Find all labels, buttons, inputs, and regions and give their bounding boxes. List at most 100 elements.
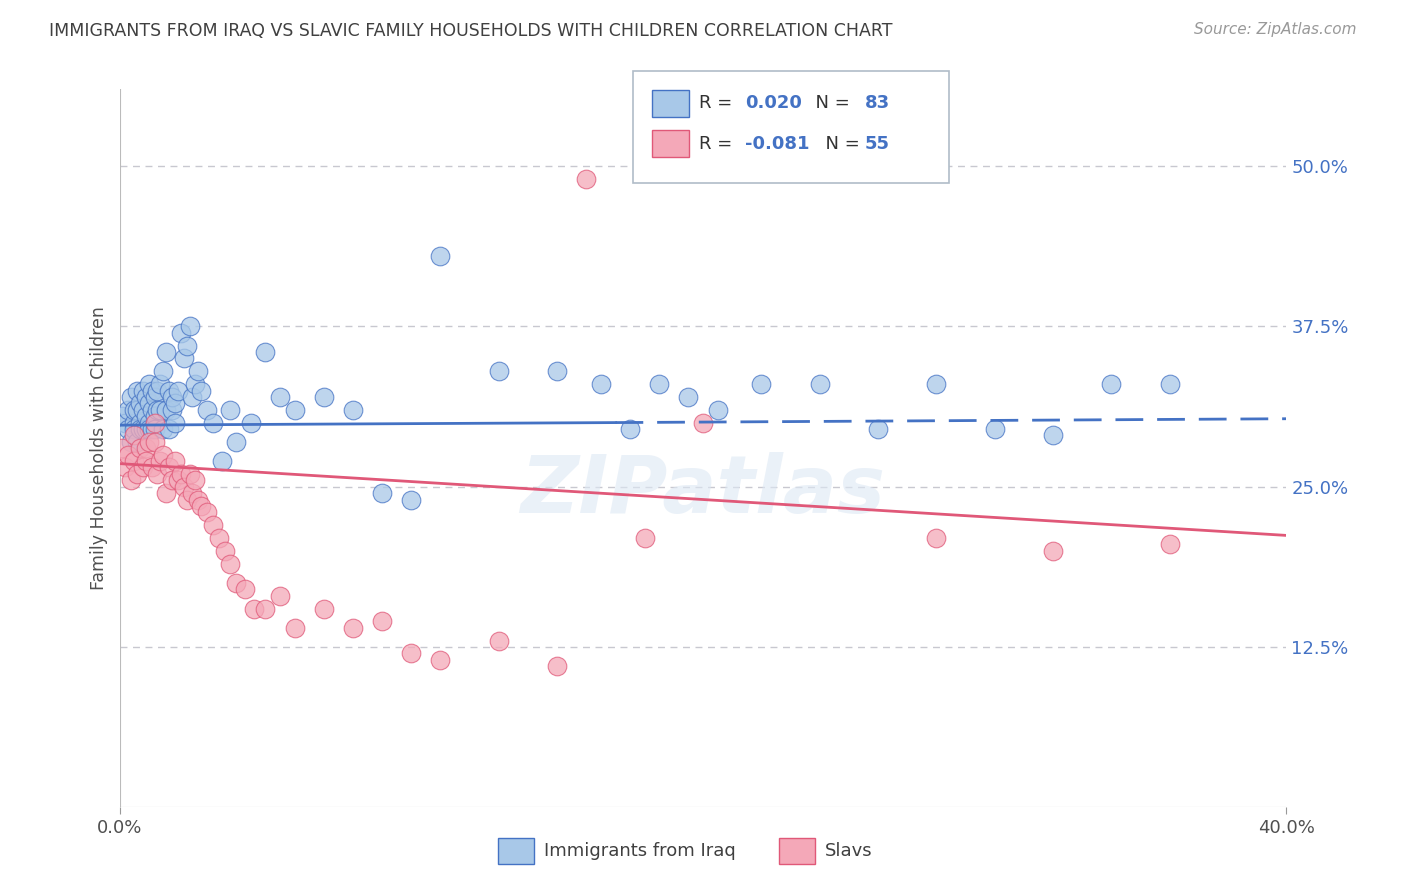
Point — [122, 422, 145, 436]
Point — [138, 396, 160, 410]
Point — [176, 339, 198, 353]
Point — [149, 377, 172, 392]
Point — [619, 422, 641, 436]
Point — [152, 448, 174, 462]
Point — [283, 402, 307, 417]
Point — [146, 384, 169, 398]
Point — [157, 384, 180, 398]
Point — [184, 473, 207, 487]
Point — [152, 422, 174, 436]
Point — [170, 326, 193, 340]
Point — [160, 390, 183, 404]
Point — [143, 434, 166, 449]
Point — [129, 442, 152, 455]
Point — [254, 345, 277, 359]
Point — [219, 557, 242, 571]
Text: 83: 83 — [865, 95, 890, 112]
Point — [401, 646, 423, 660]
Point — [371, 486, 394, 500]
Point — [269, 589, 291, 603]
Point — [135, 442, 157, 455]
Point — [225, 575, 247, 590]
Point — [138, 434, 160, 449]
Point — [187, 364, 209, 378]
Point — [163, 454, 186, 468]
Point — [575, 172, 598, 186]
Point — [114, 460, 136, 475]
Point — [239, 416, 262, 430]
Point — [225, 434, 247, 449]
Point — [201, 518, 224, 533]
Point — [173, 351, 195, 366]
Point — [1159, 537, 1181, 551]
Text: R =: R = — [699, 135, 738, 153]
Text: Source: ZipAtlas.com: Source: ZipAtlas.com — [1194, 22, 1357, 37]
Point — [141, 460, 163, 475]
Point — [648, 377, 671, 392]
Point — [866, 422, 890, 436]
Point — [488, 633, 510, 648]
Point — [129, 422, 152, 436]
Text: ZIPatlas: ZIPatlas — [520, 452, 886, 531]
Point — [132, 384, 155, 398]
Point — [678, 390, 700, 404]
Point — [125, 384, 148, 398]
Point — [160, 473, 183, 487]
Point — [208, 531, 231, 545]
Point — [201, 416, 224, 430]
Point — [488, 364, 510, 378]
Text: Immigrants from Iraq: Immigrants from Iraq — [544, 842, 735, 860]
Point — [120, 473, 142, 487]
Point — [1159, 377, 1181, 392]
Point — [163, 396, 186, 410]
Point — [179, 467, 201, 481]
Point — [283, 621, 307, 635]
Point — [155, 402, 177, 417]
Point — [983, 422, 1005, 436]
Point — [155, 486, 177, 500]
Point — [129, 416, 152, 430]
Point — [195, 402, 218, 417]
Point — [925, 531, 948, 545]
Point — [141, 422, 163, 436]
Point — [129, 396, 152, 410]
Text: 0.020: 0.020 — [745, 95, 801, 112]
Point — [149, 402, 172, 417]
Point — [120, 390, 142, 404]
Point — [111, 409, 134, 424]
Point — [181, 486, 204, 500]
Point — [808, 377, 831, 392]
Point — [692, 416, 714, 430]
Point — [312, 601, 335, 615]
Text: 55: 55 — [865, 135, 890, 153]
Point — [143, 409, 166, 424]
Point — [190, 384, 212, 398]
Point — [125, 402, 148, 417]
Point — [152, 364, 174, 378]
Point — [117, 448, 139, 462]
Text: IMMIGRANTS FROM IRAQ VS SLAVIC FAMILY HOUSEHOLDS WITH CHILDREN CORRELATION CHART: IMMIGRANTS FROM IRAQ VS SLAVIC FAMILY HO… — [49, 22, 893, 40]
Point — [117, 402, 139, 417]
Point — [146, 467, 169, 481]
Point — [138, 416, 160, 430]
Point — [160, 402, 183, 417]
Point — [166, 473, 188, 487]
Point — [155, 345, 177, 359]
Point — [122, 454, 145, 468]
Point — [429, 653, 451, 667]
Point — [233, 582, 256, 597]
Point — [1099, 377, 1122, 392]
Text: -0.081: -0.081 — [745, 135, 810, 153]
Point — [219, 402, 242, 417]
Point — [114, 416, 136, 430]
Point — [633, 531, 655, 545]
Point — [125, 434, 148, 449]
Point — [242, 601, 264, 615]
Point — [120, 434, 142, 449]
Point — [125, 467, 148, 481]
Point — [135, 390, 157, 404]
Point — [179, 319, 201, 334]
Point — [706, 402, 728, 417]
Text: Slavs: Slavs — [825, 842, 873, 860]
Point — [401, 492, 423, 507]
